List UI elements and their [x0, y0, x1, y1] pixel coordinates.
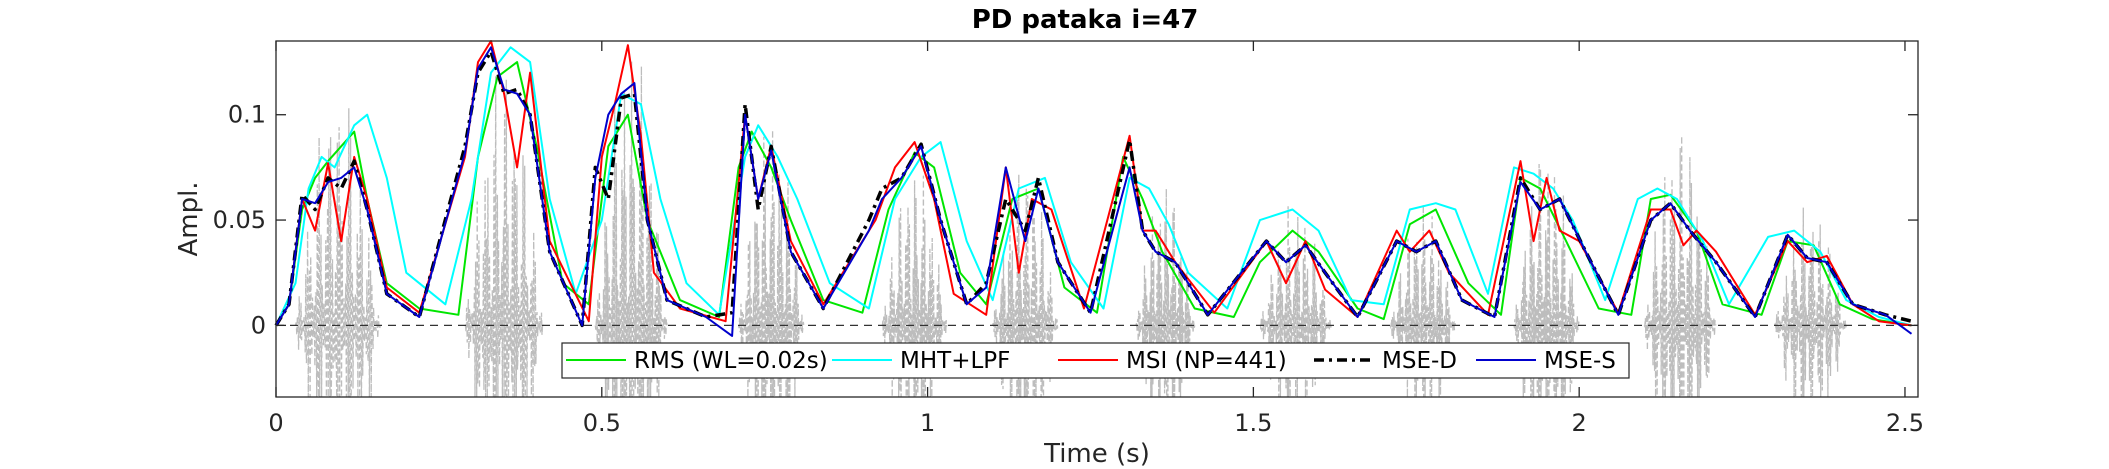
y-axis-label: Ampl. [174, 181, 204, 256]
legend-label: MSE-D [1382, 348, 1457, 374]
x-tick-label: 2 [1572, 409, 1587, 437]
x-tick-label: 2.5 [1886, 409, 1924, 437]
waveform-burst [737, 129, 805, 398]
x-tick-label: 0 [268, 409, 283, 437]
legend-items: RMS (WL=0.02s) MHT+LPF MSI (NP=441) MSE-D MS… [566, 348, 1616, 374]
x-tick-label: 1.5 [1234, 409, 1272, 437]
waveform-burst [881, 175, 948, 398]
legend-label: MHT+LPF [900, 348, 1010, 374]
series-line-4 [275, 46, 1913, 337]
y-tick-label: 0 [251, 311, 266, 339]
waveform-burst [464, 76, 544, 398]
y-tick-label: 0.05 [213, 206, 266, 234]
waveform-burst [1643, 135, 1717, 398]
x-tick-label: 0.5 [583, 409, 621, 437]
y-axis-ticks: 0 0.05 0.1 [213, 101, 1918, 339]
legend-label: MSE-S [1544, 348, 1616, 374]
series-line-3 [274, 49, 1912, 328]
y-tick-label: 0.1 [228, 101, 266, 129]
x-axis-ticks: 0 0.5 1 1.5 2 2.5 [268, 41, 1924, 437]
x-axis-label: Time (s) [1043, 439, 1150, 469]
plot-frame [275, 40, 1919, 398]
x-tick-label: 1 [920, 409, 935, 437]
waveform-burst [1135, 188, 1196, 398]
legend: RMS (WL=0.02s) MHT+LPF MSI (NP=441) MSE-D MS… [561, 342, 1630, 379]
legend-label: MSI (NP=441) [1126, 348, 1287, 374]
series-line-1 [275, 46, 1912, 327]
series-layer [274, 40, 1913, 337]
waveform-burst [992, 174, 1059, 398]
legend-label: RMS (WL=0.02s) [634, 348, 828, 374]
waveform-burst [1774, 207, 1847, 398]
chart-title: PD pataka i=47 [972, 5, 1199, 35]
plot-area [274, 40, 1919, 398]
